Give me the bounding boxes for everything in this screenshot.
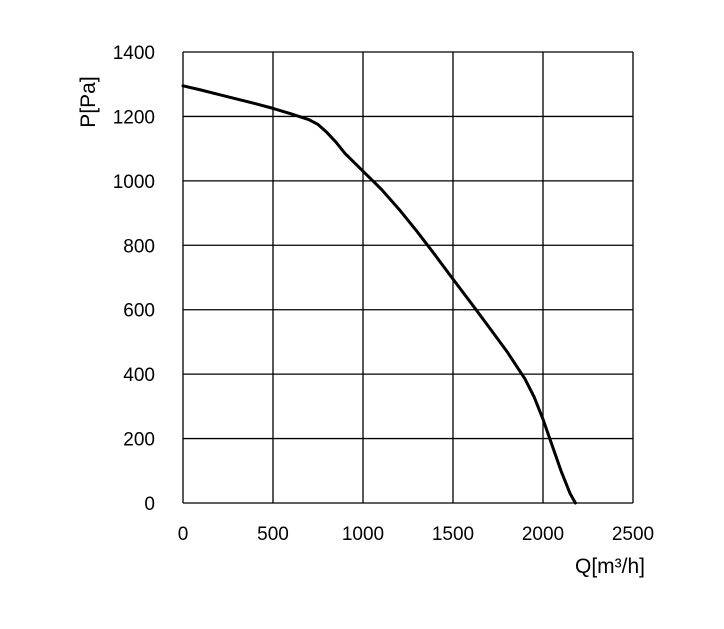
y-tick-label: 200 [123, 430, 155, 451]
x-tick-label: 2000 [522, 524, 564, 545]
y-tick-label: 600 [123, 301, 155, 322]
axis-titles: Q[m³/h] P[Pa] [77, 76, 645, 578]
series-line [181, 84, 577, 505]
x-tick-label: 1000 [342, 524, 384, 545]
grid [182, 51, 634, 504]
y-tick-label: 1000 [113, 172, 155, 193]
y-tick-label: 400 [123, 365, 155, 386]
x-tick-label: 0 [178, 524, 189, 545]
tick-labels: 0 500 1000 1500 2000 2500 0 200 400 600 800 1000 120… [113, 43, 654, 545]
y-axis-title: P[Pa] [77, 76, 100, 127]
y-tick-label: 800 [123, 236, 155, 257]
x-tick-label: 1500 [432, 524, 474, 545]
x-axis-title: Q[m³/h] [575, 555, 645, 578]
x-tick-label: 2500 [612, 524, 654, 545]
y-tick-label: 1200 [113, 107, 155, 128]
y-tick-label: 0 [144, 494, 155, 515]
y-tick-label: 1400 [113, 43, 155, 64]
x-tick-label: 500 [257, 524, 289, 545]
series-layer [181, 84, 577, 505]
